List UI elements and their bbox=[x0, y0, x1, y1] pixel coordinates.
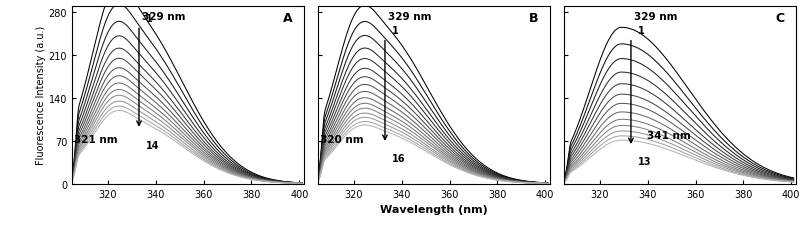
Text: C: C bbox=[775, 12, 784, 25]
X-axis label: Wavelength (nm): Wavelength (nm) bbox=[380, 204, 488, 214]
Text: 1: 1 bbox=[392, 26, 399, 36]
Text: 16: 16 bbox=[392, 153, 406, 163]
Text: 13: 13 bbox=[638, 156, 652, 166]
Text: 329 nm: 329 nm bbox=[142, 12, 185, 22]
Text: B: B bbox=[529, 12, 538, 25]
Text: 14: 14 bbox=[146, 140, 160, 150]
Text: 1: 1 bbox=[638, 26, 645, 36]
Text: 321 nm: 321 nm bbox=[74, 134, 118, 144]
Text: A: A bbox=[283, 12, 293, 25]
Text: 329 nm: 329 nm bbox=[634, 12, 677, 22]
Text: 341 nm: 341 nm bbox=[647, 131, 691, 141]
Y-axis label: Fluorescence Intensity (a.u.): Fluorescence Intensity (a.u.) bbox=[36, 26, 46, 165]
Text: 320 nm: 320 nm bbox=[320, 134, 364, 144]
Text: 1: 1 bbox=[146, 14, 153, 24]
Text: 329 nm: 329 nm bbox=[387, 12, 431, 22]
